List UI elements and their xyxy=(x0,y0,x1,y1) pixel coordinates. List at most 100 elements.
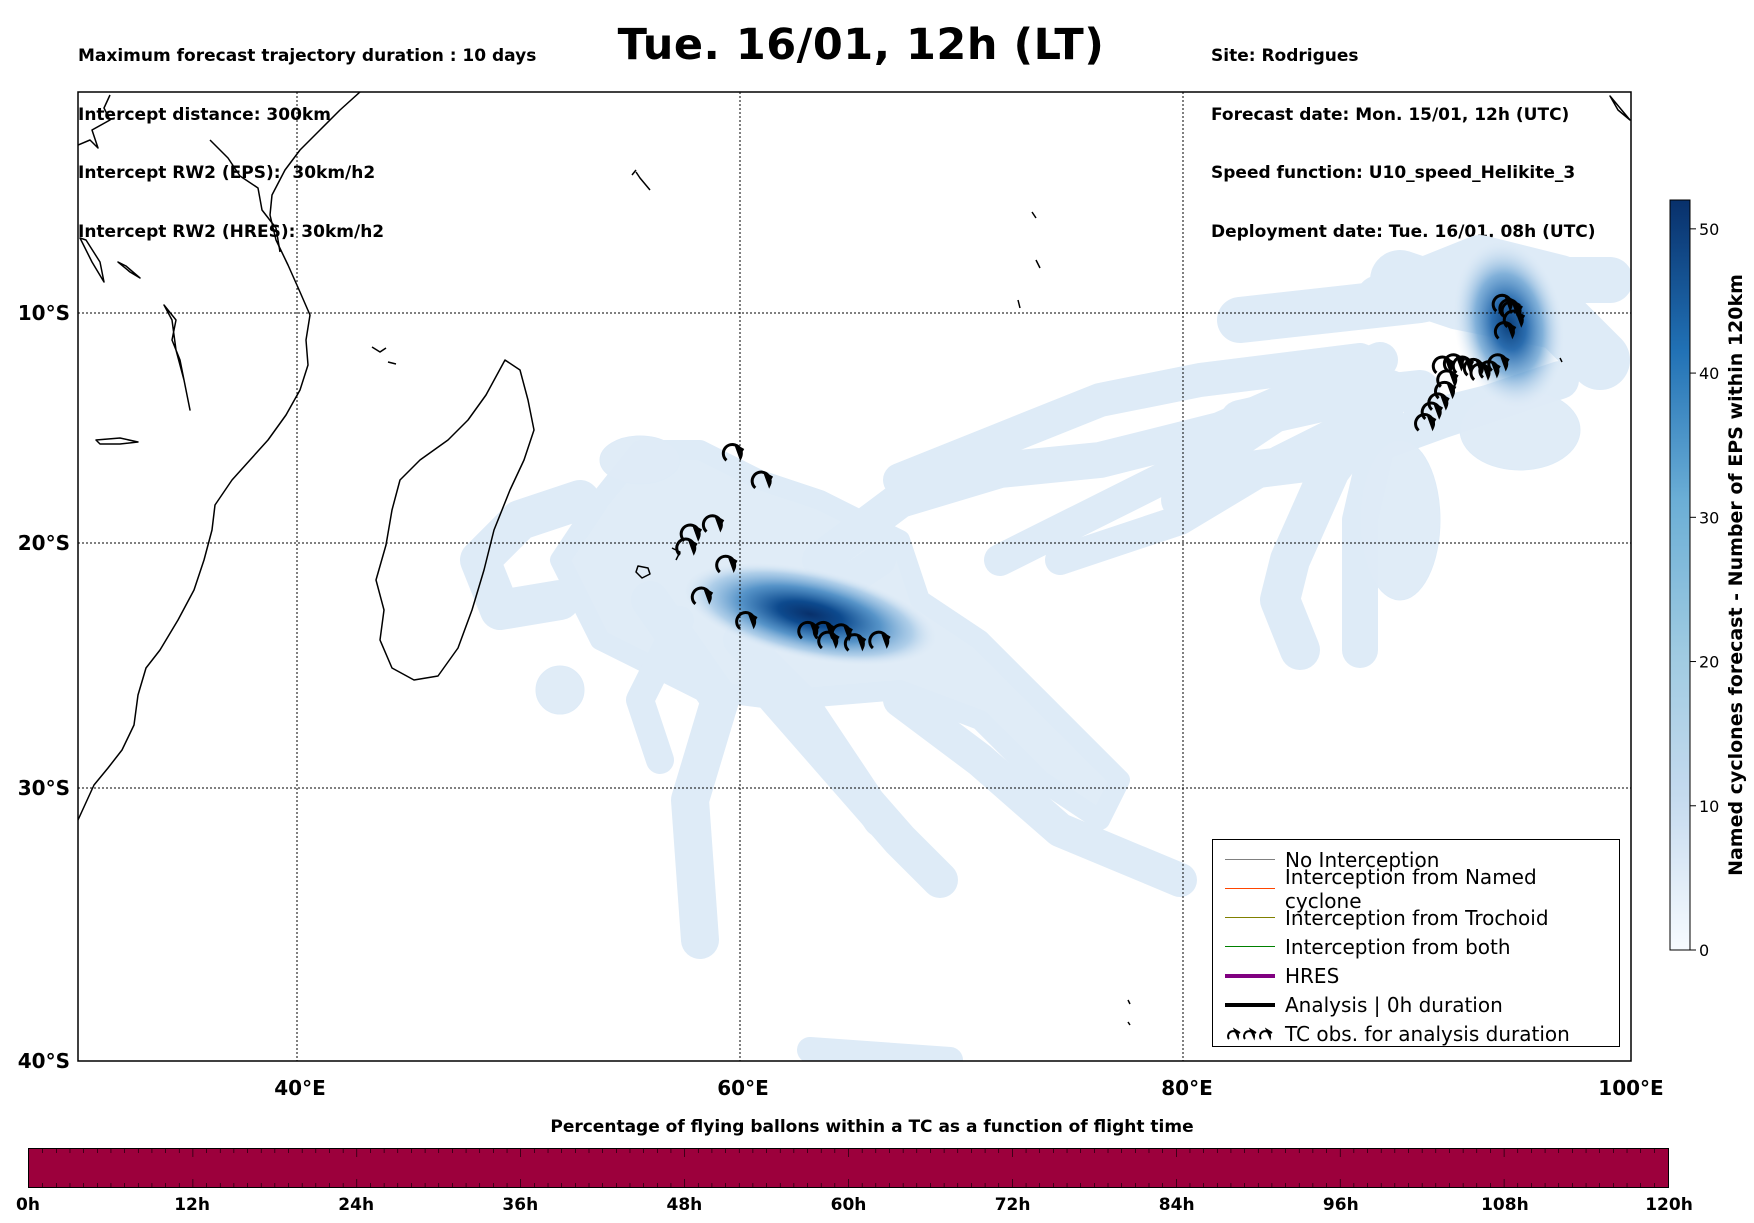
lake-nyasa-region xyxy=(95,437,139,445)
colorbar-tick-label: 20 xyxy=(1699,653,1719,672)
legend-item-analysis: Analysis | 0h duration xyxy=(1213,990,1619,1019)
colorbar-label: Named cyclones forecast - Number of EPS … xyxy=(1725,274,1747,876)
legend-line xyxy=(1225,850,1275,870)
lat-tick-label: 40°S xyxy=(18,1049,70,1073)
tc-obs-marker xyxy=(701,514,725,533)
density-swath xyxy=(883,683,1197,897)
lake-malawi xyxy=(163,304,191,411)
legend-line xyxy=(1225,879,1275,899)
comoros xyxy=(371,346,397,365)
density-swath xyxy=(631,581,739,959)
tc-obs-marker xyxy=(679,523,703,542)
tc-obs-marker xyxy=(1491,293,1515,313)
colorbar-tick-label: 40 xyxy=(1699,364,1719,383)
density-swath xyxy=(460,480,600,630)
legend-item-trochoid: Interception from Trochoid xyxy=(1213,903,1619,932)
tc-obs-marker xyxy=(817,630,840,650)
lon-tick-label: 60°E xyxy=(717,1076,769,1100)
map-frame xyxy=(77,91,1632,1062)
colorbar-tick-label: 0 xyxy=(1699,941,1709,960)
legend-line xyxy=(1225,908,1275,928)
legend-label: Interception from Trochoid xyxy=(1285,905,1549,930)
lat-axis: 10°S 20°S 30°S 40°S xyxy=(18,301,70,1073)
colorbar-gradient xyxy=(1669,199,1691,951)
legend-line xyxy=(1225,966,1275,986)
seychelles xyxy=(631,169,651,191)
header-right-line: Speed function: U10_speed_Helikite_3 xyxy=(1211,163,1576,183)
density-swath xyxy=(797,1037,963,1061)
tc-obs-marker xyxy=(868,630,891,650)
flight-time-tick-label: 84h xyxy=(1158,1195,1195,1215)
reunion xyxy=(635,565,651,579)
density-blob xyxy=(599,435,681,485)
lon-axis: 40°E 60°E 80°E 100°E xyxy=(274,1076,1663,1100)
tc-obs-marker xyxy=(690,586,714,606)
lat-tick-label: 20°S xyxy=(18,531,70,555)
africa-coast xyxy=(78,92,361,821)
flight-time-tick-label: 72h xyxy=(994,1195,1031,1215)
flight-time-tick-label: 0h xyxy=(16,1195,40,1215)
tc-obs-marker xyxy=(750,470,774,490)
legend-item-tc-obs: TC obs. for analysis duration xyxy=(1213,1019,1619,1048)
forecast-settings: Maximum forecast trajectory duration : 1… xyxy=(78,8,536,262)
density-hotspot xyxy=(682,562,938,666)
density-swath xyxy=(1260,370,1410,670)
legend-label: Interception from both xyxy=(1285,934,1511,959)
header-left-line: Intercept RW2 (EPS): 30km/h2 xyxy=(78,163,376,183)
site-info: Site: Rodrigues Forecast date: Mon. 15/0… xyxy=(1211,8,1596,262)
tc-obs-marker xyxy=(735,611,758,630)
tc-obs-marker xyxy=(715,554,738,574)
legend-label: No Interception xyxy=(1285,847,1440,872)
flight-time-tick-label: 24h xyxy=(338,1195,375,1215)
flight-time-title: Percentage of flying ballons within a TC… xyxy=(550,1117,1194,1137)
colorbar-tick-label: 50 xyxy=(1699,220,1719,239)
flight-time-tick-label: 36h xyxy=(502,1195,539,1215)
africa-horn xyxy=(78,94,111,149)
header-left-line: Intercept distance: 300km xyxy=(78,104,331,125)
sumatra-tip xyxy=(1609,95,1631,121)
lat-tick-label: 30°S xyxy=(18,776,70,800)
tc-obs-marker xyxy=(1414,413,1437,432)
lake-tanganyika xyxy=(117,261,141,279)
chagos xyxy=(1017,299,1021,309)
tc-obs-marker xyxy=(1427,392,1450,411)
tc-obs-marker xyxy=(1431,355,1455,375)
legend-label: Interception from Named cyclone xyxy=(1284,864,1537,913)
forecast-map[interactable]: 10°S 20°S 30°S 40°S 40°E 60°E 80°E 100°E… xyxy=(0,0,1754,1110)
tc-obs-marker xyxy=(721,442,745,462)
legend-item-named-cyclone: Interception from Named cyclone xyxy=(1213,865,1619,913)
flight-time-tick-label: 60h xyxy=(830,1195,867,1215)
tc-obs-marker xyxy=(1434,380,1457,400)
map-legend: No Interception Interception from Named … xyxy=(1212,839,1620,1047)
flight-time-bar xyxy=(28,1148,1669,1188)
header-right-line: Site: Rodrigues xyxy=(1211,46,1359,66)
lon-tick-label: 100°E xyxy=(1598,1076,1663,1100)
flight-time-tick-label: 120h xyxy=(1645,1195,1693,1215)
africa-coast-north xyxy=(209,139,281,253)
st-paul-islands xyxy=(1127,999,1131,1026)
flight-time-tick-label: 108h xyxy=(1481,1195,1529,1215)
legend-label: TC obs. for analysis duration xyxy=(1285,1021,1570,1046)
graticule xyxy=(78,92,1631,1061)
colorbar-tick-label: 10 xyxy=(1699,797,1719,816)
tc-obs-marker xyxy=(1502,309,1526,329)
tc-obs-marker xyxy=(1436,369,1459,388)
density-swath xyxy=(883,343,1377,497)
page-title: Tue. 16/01, 12h (LT) xyxy=(617,20,1105,70)
tc-obs-marker xyxy=(1442,353,1466,372)
legend-item-hres: HRES xyxy=(1213,961,1619,990)
tc-obs-marker xyxy=(1498,298,1521,317)
header-right-line: Forecast date: Mon. 15/01, 12h (UTC) xyxy=(1211,104,1570,125)
density-blob xyxy=(1359,439,1441,601)
tc-obs-marker xyxy=(1462,357,1486,377)
tc-obs-marker xyxy=(1487,353,1510,372)
tc-obs-marker xyxy=(1420,401,1444,421)
legend-line xyxy=(1225,995,1275,1015)
tc-obs-marker xyxy=(675,537,698,557)
maldives xyxy=(1031,211,1041,269)
lake-victoria xyxy=(79,237,105,283)
flight-time-tick-label: 96h xyxy=(1322,1195,1359,1215)
header-left-line: Maximum forecast trajectory duration : 1… xyxy=(78,46,537,66)
legend-item-both: Interception from both xyxy=(1213,932,1619,961)
cocos-islands xyxy=(1559,357,1563,363)
